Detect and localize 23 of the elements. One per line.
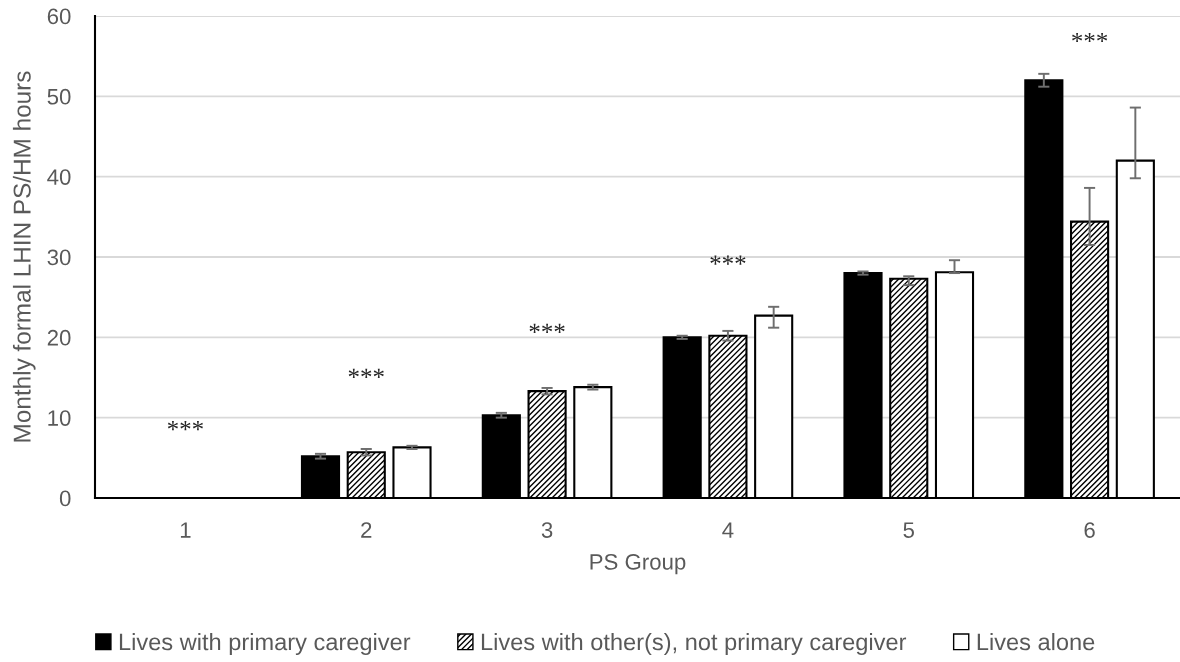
y-tick-label: 20 [47, 329, 71, 346]
y-tick-label: 10 [48, 410, 71, 426]
legend-label: Lives with other(s), not primary caregiver [481, 632, 907, 655]
y-tick-label: 50 [47, 88, 71, 105]
annotation: *** [348, 368, 384, 378]
x-tick-label: 3 [541, 522, 553, 538]
y-tick-label: 40 [47, 169, 71, 185]
y-tick-label: 0 [59, 490, 71, 507]
x-tick-label: 6 [1084, 522, 1095, 538]
annotation: *** [1072, 32, 1108, 43]
x-tick-label: 5 [903, 522, 914, 538]
x-axis-title: PS Group [590, 554, 686, 575]
annotation: *** [167, 420, 203, 431]
y-tick-label: 60 [47, 8, 71, 25]
legend-label: Lives with primary caregiver [119, 632, 411, 655]
x-tick-label: 4 [722, 522, 734, 538]
annotation: *** [710, 255, 746, 265]
x-tick-label: 2 [361, 522, 372, 538]
legend-label: Lives alone [977, 632, 1095, 651]
x-tick-label: 1 [180, 522, 191, 538]
annotation: *** [529, 323, 565, 333]
y-axis-title: Monthly formal LHIN PS/HM hours [12, 71, 36, 442]
y-tick-label: 30 [47, 249, 71, 266]
